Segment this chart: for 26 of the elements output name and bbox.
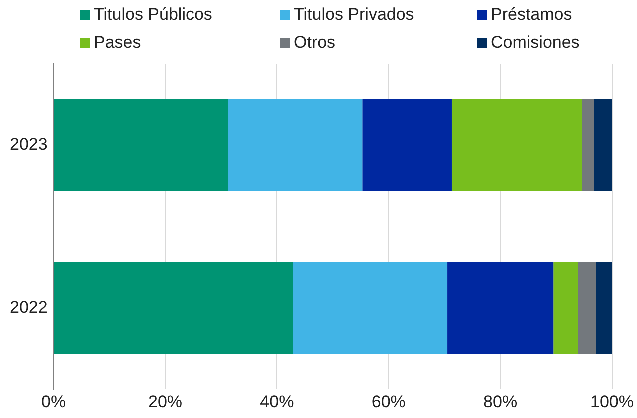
legend-label: Titulos Privados <box>294 5 414 25</box>
bar <box>578 262 596 354</box>
x-tick-label: 0% <box>42 392 66 412</box>
x-tick-label: 40% <box>260 392 294 412</box>
bar <box>596 262 612 354</box>
x-tick-label: 20% <box>148 392 183 412</box>
x-tick-label: 80% <box>484 392 518 412</box>
legend-label: Pases <box>94 33 142 53</box>
y-tick-label: 2023 <box>10 135 48 154</box>
bar <box>554 262 578 354</box>
x-tick-label: 100% <box>590 392 634 412</box>
bar <box>452 99 582 192</box>
y-tick-label: 2022 <box>10 298 48 317</box>
bar <box>448 262 554 354</box>
bar <box>54 262 294 354</box>
bar <box>594 99 612 192</box>
x-tick-label: 60% <box>372 392 406 412</box>
bar <box>228 99 363 192</box>
legend-label: Titulos Públicos <box>94 5 212 25</box>
bar <box>293 262 448 354</box>
legend-label: Otros <box>294 33 336 53</box>
legend-label: Préstamos <box>491 5 572 25</box>
legend-label: Comisiones <box>491 33 580 53</box>
bar <box>54 99 228 192</box>
bar <box>362 99 452 192</box>
bar <box>582 99 594 192</box>
